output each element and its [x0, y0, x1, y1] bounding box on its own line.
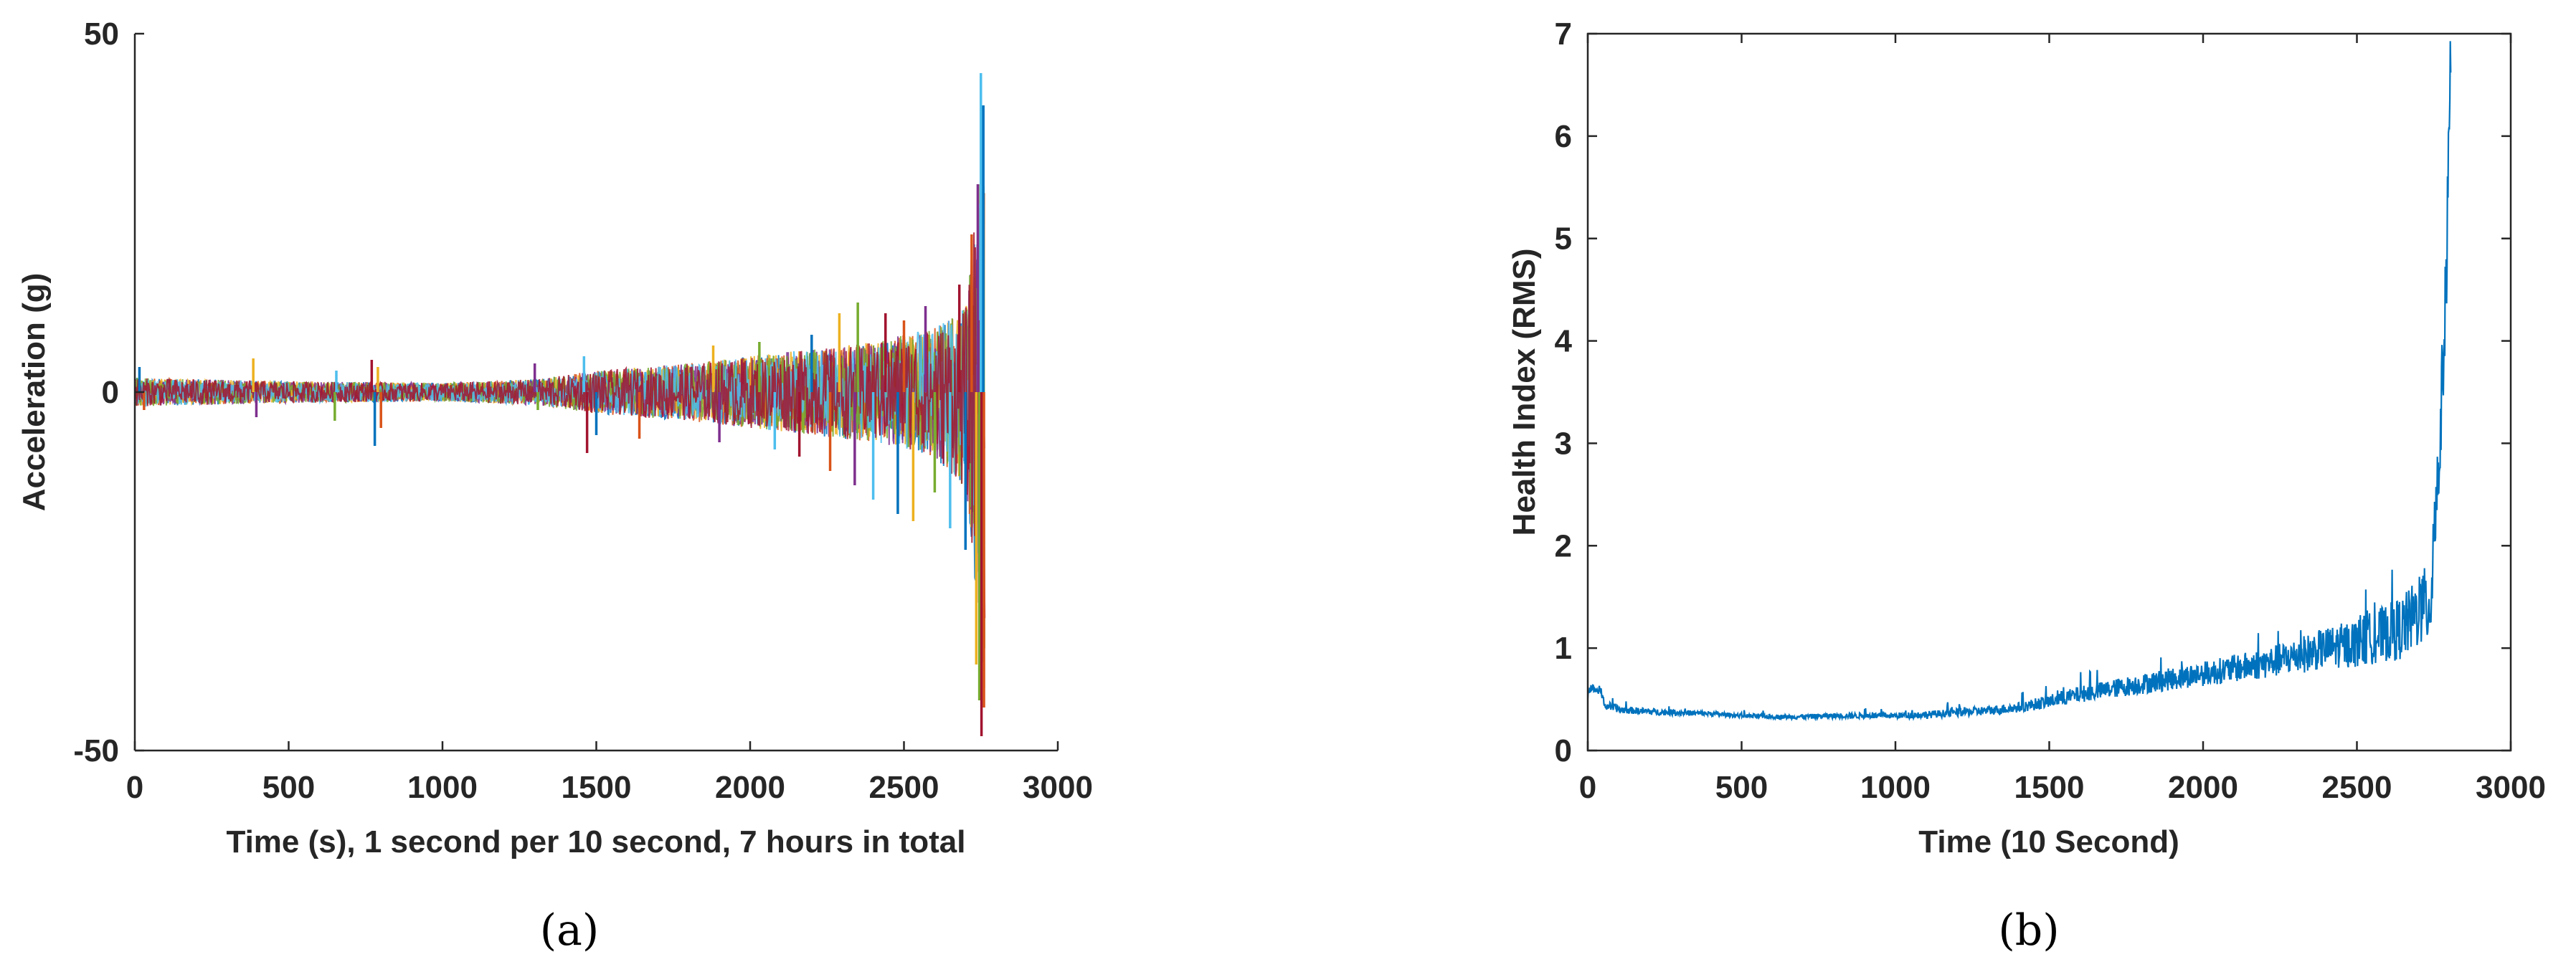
y-tick-label: 3	[1555, 426, 1572, 461]
x-tick-label: 3000	[2476, 770, 2546, 805]
panel-b-x-axis-title: Time (10 Second)	[1918, 824, 2179, 859]
y-tick-label: 0	[1555, 733, 1572, 768]
x-tick-label: 2000	[2168, 770, 2238, 805]
health-index-line	[1586, 41, 2452, 722]
panel-b-chart: 0 500 1000 1500 2000 2500 3000 0 1 2 3 4 5 6 7 Time (…	[1507, 16, 2546, 956]
y-tick-label: -50	[73, 733, 119, 768]
panel-b-y-ticks: 0 1 2 3 4 5 6 7	[1555, 16, 2511, 768]
panel-b-series-group	[1586, 41, 2452, 722]
vibration-series-line	[134, 184, 985, 649]
y-tick-label: 1	[1555, 631, 1572, 666]
vibration-series-line	[134, 220, 985, 663]
panel-b-x-ticks: 0 500 1000 1500 2000 2500 3000	[1579, 34, 2546, 805]
y-tick-label: 5	[1555, 221, 1572, 257]
x-tick-label: 1000	[407, 770, 478, 805]
panel-a-x-axis-title: Time (s), 1 second per 10 second, 7 hour…	[226, 824, 965, 859]
panel-a-series-group	[134, 73, 986, 736]
panel-a-x-ticks: 0 500 1000 1500 2000 2500 3000	[126, 741, 1093, 805]
x-tick-label: 500	[262, 770, 315, 805]
x-tick-label: 3000	[1023, 770, 1093, 805]
y-tick-label: 6	[1555, 119, 1572, 154]
y-tick-label: 0	[102, 375, 119, 410]
vibration-series-line	[134, 208, 985, 689]
vibration-series-line	[134, 194, 986, 619]
panel-b-axes-box	[1586, 32, 2512, 752]
x-tick-label: 2500	[2322, 770, 2392, 805]
y-tick-label: 7	[1555, 16, 1572, 52]
x-tick-label: 2000	[715, 770, 785, 805]
x-tick-label: 1000	[1860, 770, 1931, 805]
panel-a-caption: (a)	[540, 905, 600, 956]
y-tick-label: 4	[1555, 324, 1573, 359]
x-tick-label: 2500	[869, 770, 939, 805]
panel-b-y-axis-title: Health Index (RMS)	[1507, 249, 1542, 536]
panel-b-caption: (b)	[1998, 905, 2059, 956]
y-tick-label: 2	[1555, 528, 1572, 563]
x-tick-label: 500	[1715, 770, 1768, 805]
x-tick-label: 1500	[562, 770, 632, 805]
x-tick-label: 0	[126, 770, 143, 805]
y-tick-label: 50	[84, 16, 119, 52]
x-tick-label: 0	[1579, 770, 1596, 805]
panel-a-y-ticks: -50 0 50	[73, 16, 144, 768]
x-tick-label: 1500	[2014, 770, 2085, 805]
panel-a-y-axis-title: Acceleration (g)	[16, 273, 52, 512]
